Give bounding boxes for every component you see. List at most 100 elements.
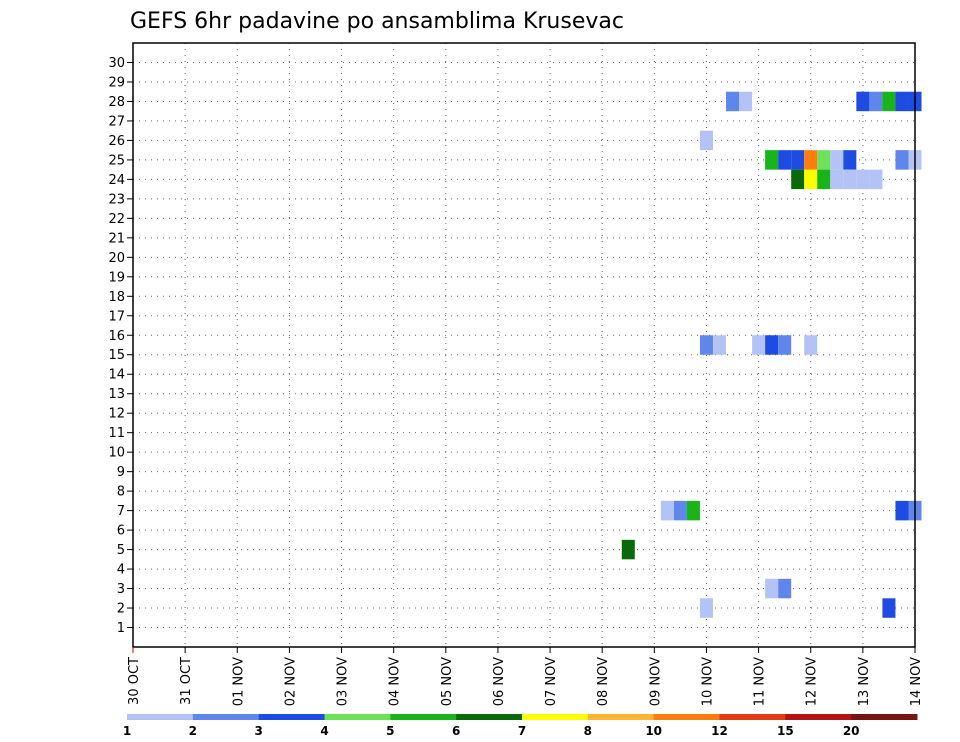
x-tick-label: 30 OCT <box>127 657 142 705</box>
data-cell <box>778 150 792 170</box>
data-cell <box>791 169 805 190</box>
x-tick-label: 31 OCT <box>179 657 194 705</box>
data-cell <box>804 150 818 170</box>
legend-swatch <box>324 714 391 720</box>
y-tick-label: 2 <box>117 602 125 617</box>
x-tick-label: 04 NOV <box>388 657 403 706</box>
y-tick-label: 3 <box>117 582 125 597</box>
data-cell <box>660 500 674 521</box>
x-tick-label: 01 NOV <box>231 657 246 706</box>
data-cell <box>686 500 700 521</box>
x-tick-label: 05 NOV <box>440 657 455 706</box>
data-cell <box>882 598 896 618</box>
legend-label: 1 <box>123 724 131 738</box>
data-cell <box>739 91 753 112</box>
y-tick-label: 16 <box>108 329 125 344</box>
data-cell <box>895 500 909 521</box>
x-tick-label: 09 NOV <box>648 657 663 706</box>
legend-label: 8 <box>584 724 592 738</box>
legend-swatch <box>851 714 918 720</box>
y-tick-label: 23 <box>108 192 125 207</box>
x-tick-label: 11 NOV <box>753 657 768 706</box>
legend-swatch <box>522 714 589 720</box>
data-cell <box>856 169 870 190</box>
grid <box>133 43 915 647</box>
data-cell <box>765 578 779 599</box>
data-cell <box>882 91 896 112</box>
data-cell <box>843 169 857 190</box>
data-cell <box>817 169 831 190</box>
color-legend: 1 2 3 4 5 6 7 8 10 12 15 20 <box>123 714 918 738</box>
data-cell <box>830 169 844 190</box>
x-tick-label: 10 NOV <box>700 657 715 706</box>
y-tick-label: 24 <box>108 173 125 188</box>
y-tick-label: 8 <box>117 485 125 500</box>
y-tick-label: 18 <box>108 290 125 305</box>
data-cell <box>804 169 818 190</box>
data-cell <box>726 91 740 112</box>
legend-label: 5 <box>386 724 394 738</box>
y-tick-label: 11 <box>108 426 125 441</box>
y-tick-label: 17 <box>108 309 125 324</box>
legend-swatch <box>258 714 325 720</box>
legend-label: 10 <box>645 724 662 738</box>
data-cell <box>712 335 727 355</box>
data-cell <box>752 335 766 355</box>
y-tick-label: 5 <box>117 543 125 558</box>
legend-label: 7 <box>518 724 526 738</box>
data-cell <box>804 335 818 355</box>
y-axis: 1234567891011121314151617181920212223242… <box>108 56 133 636</box>
y-tick-label: 6 <box>117 524 125 539</box>
y-tick-label: 14 <box>108 368 125 383</box>
y-tick-label: 21 <box>108 231 125 246</box>
legend-label: 6 <box>452 724 460 738</box>
data-cell <box>817 150 831 170</box>
y-tick-label: 30 <box>108 56 125 71</box>
data-cell <box>895 150 909 170</box>
legend-label: 4 <box>320 724 328 738</box>
x-tick-label: 07 NOV <box>544 657 559 706</box>
y-tick-label: 19 <box>108 270 125 285</box>
legend-swatch <box>785 714 852 720</box>
y-tick-label: 13 <box>108 387 125 402</box>
data-cell <box>843 150 857 170</box>
y-tick-label: 20 <box>108 251 125 266</box>
chart-title: GEFS 6hr padavine po ansamblima Krusevac <box>130 9 624 34</box>
data-cell <box>778 335 792 355</box>
y-tick-label: 25 <box>108 153 125 168</box>
legend-swatch <box>192 714 260 720</box>
data-cell <box>830 150 844 170</box>
x-tick-label: 12 NOV <box>805 657 820 706</box>
data-cell <box>869 91 883 112</box>
data-cell <box>791 150 805 170</box>
y-tick-label: 22 <box>108 212 125 227</box>
data-cell <box>765 150 779 170</box>
y-tick-label: 28 <box>108 95 125 110</box>
y-tick-label: 26 <box>108 134 125 149</box>
plot-frame <box>132 42 916 648</box>
legend-swatch <box>719 714 786 720</box>
data-cell <box>869 169 883 190</box>
data-cell <box>765 335 779 355</box>
data-cell <box>856 91 870 112</box>
data-cell <box>621 539 635 560</box>
legend-label: 15 <box>777 724 794 738</box>
x-tick-label: 02 NOV <box>283 657 298 706</box>
x-axis: 30 OCT 31 OCT 01 NOV 02 NOV 03 NOV 04 NOV 05 N… <box>127 647 924 706</box>
legend-swatch <box>390 714 457 720</box>
y-tick-label: 15 <box>108 348 125 363</box>
x-tick-label: 03 NOV <box>336 657 351 706</box>
x-tick-label: 14 NOV <box>909 657 924 706</box>
data-cells <box>621 91 922 618</box>
legend-label: 2 <box>189 724 197 738</box>
data-cell <box>699 335 713 355</box>
y-tick-label: 12 <box>108 407 125 422</box>
legend-label: 12 <box>711 724 728 738</box>
data-cell <box>895 91 909 112</box>
legend-label: 3 <box>254 724 262 738</box>
legend-swatch <box>587 714 655 720</box>
y-tick-label: 4 <box>117 563 125 578</box>
y-tick-label: 27 <box>108 114 125 129</box>
legend-swatch <box>653 714 720 720</box>
